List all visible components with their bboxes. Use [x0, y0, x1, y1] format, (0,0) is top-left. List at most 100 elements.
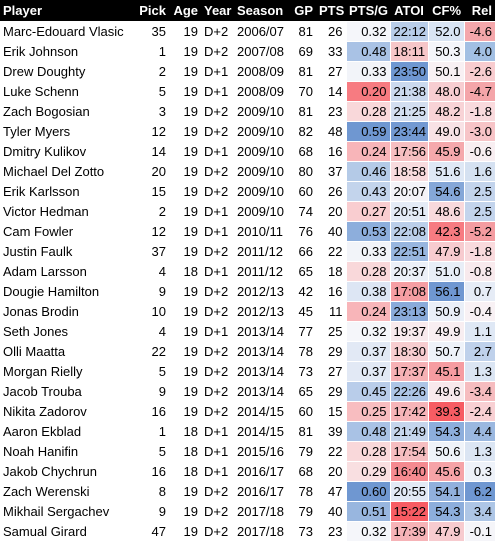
header-pick[interactable]: Pick — [135, 0, 169, 22]
table-row[interactable]: Marc-Edouard Vlasic 35 19 D+2 2006/07 81 26 0.3… — [0, 21, 495, 42]
cell-year: D+1 — [201, 261, 234, 282]
header-season[interactable]: Season — [234, 0, 289, 22]
table-row[interactable]: Luke Schenn 5 19 D+1 2008/09 70 14 0.20 21:38 48.… — [0, 81, 495, 102]
cell-cf-percent: 48.6 — [427, 201, 464, 222]
cell-cf-percent: 45.9 — [427, 141, 464, 162]
cell-gp: 74 — [289, 201, 316, 222]
table-row[interactable]: Aaron Ekblad 1 18 D+1 2014/15 81 39 0.48 21:49 54… — [0, 421, 495, 442]
cell-atoi: 15:22 — [389, 501, 428, 522]
cell-player: Seth Jones — [0, 321, 135, 342]
cell-rel: 1.1 — [463, 321, 495, 342]
cell-pick: 16 — [135, 401, 169, 422]
cell-season: 2013/14 — [234, 341, 289, 362]
cell-gp: 81 — [289, 21, 316, 42]
cell-gp: 78 — [289, 481, 316, 502]
table-row[interactable]: Justin Faulk 37 19 D+2 2011/12 66 22 0.33 22:51 4… — [0, 241, 495, 262]
header-pts-per-game[interactable]: PTS/G — [346, 0, 390, 22]
cell-year: D+2 — [201, 361, 234, 382]
table-row[interactable]: Cam Fowler 12 19 D+1 2010/11 76 40 0.53 22:08 42.… — [0, 221, 495, 242]
cell-cf-percent: 50.1 — [427, 61, 464, 82]
cell-age: 19 — [169, 61, 201, 82]
cell-atoi: 18:58 — [389, 161, 428, 182]
cell-year: D+2 — [201, 121, 234, 142]
cell-pick: 5 — [135, 441, 169, 462]
cell-year: D+2 — [201, 41, 234, 62]
cell-pts-per-game: 0.37 — [345, 341, 390, 362]
cell-year: D+2 — [201, 281, 234, 302]
cell-age: 18 — [169, 461, 201, 482]
cell-pts-per-game: 0.51 — [345, 501, 390, 522]
header-year[interactable]: Year — [201, 0, 234, 22]
cell-player: Erik Karlsson — [0, 181, 135, 202]
cell-player: Adam Larsson — [0, 261, 135, 282]
cell-gp: 65 — [289, 261, 316, 282]
table-row[interactable]: Jonas Brodin 10 19 D+2 2012/13 45 11 0.24 23:13 5… — [0, 301, 495, 322]
cell-atoi: 23:44 — [389, 121, 428, 142]
table-row[interactable]: Drew Doughty 2 19 D+1 2008/09 81 27 0.33 23:50 50… — [0, 61, 495, 82]
header-player[interactable]: Player — [0, 0, 135, 22]
table-row[interactable]: Jakob Chychrun 16 18 D+1 2016/17 68 20 0.29 16:4… — [0, 461, 495, 482]
cell-season: 2013/14 — [234, 381, 289, 402]
cell-pts: 29 — [316, 341, 346, 362]
cell-pick: 1 — [135, 41, 169, 62]
cell-season: 2017/18 — [234, 521, 289, 542]
table-row[interactable]: Noah Hanifin 5 18 D+1 2015/16 79 22 0.28 17:54 50… — [0, 441, 495, 462]
header-pts[interactable]: PTS — [316, 0, 346, 22]
cell-cf-percent: 54.1 — [427, 481, 464, 502]
table-row[interactable]: Dougie Hamilton 9 19 D+2 2012/13 42 16 0.38 17:0… — [0, 281, 495, 302]
cell-season: 2013/14 — [234, 361, 289, 382]
table-row[interactable]: Olli Maatta 22 19 D+2 2013/14 78 29 0.37 18:30 50… — [0, 341, 495, 362]
table-row[interactable]: Seth Jones 4 19 D+1 2013/14 77 25 0.32 19:37 49.9… — [0, 321, 495, 342]
cell-pts-per-game: 0.53 — [345, 221, 390, 242]
table-row[interactable]: Michael Del Zotto 20 19 D+2 2009/10 80 37 0.46 1… — [0, 161, 495, 182]
cell-rel: 2.5 — [463, 201, 495, 222]
cell-age: 19 — [169, 201, 201, 222]
table-row[interactable]: Mikhail Sergachev 9 19 D+2 2017/18 79 40 0.51 15… — [0, 501, 495, 522]
cell-year: D+2 — [201, 341, 234, 362]
header-atoi[interactable]: ATOI — [390, 0, 428, 22]
cell-atoi: 17:39 — [389, 521, 428, 542]
cell-pick: 4 — [135, 261, 169, 282]
cell-atoi: 22:26 — [389, 381, 428, 402]
cell-age: 18 — [169, 421, 201, 442]
table-row[interactable]: Victor Hedman 2 19 D+1 2009/10 74 20 0.27 20:51 4… — [0, 201, 495, 222]
cell-age: 19 — [169, 161, 201, 182]
cell-year: D+2 — [201, 381, 234, 402]
cell-atoi: 20:37 — [389, 261, 428, 282]
cell-cf-percent: 49.9 — [427, 321, 464, 342]
cell-gp: 77 — [289, 321, 316, 342]
cell-rel: 4.0 — [463, 41, 495, 62]
table-row[interactable]: Adam Larsson 4 18 D+1 2011/12 65 18 0.28 20:37 51… — [0, 261, 495, 282]
cell-pick: 35 — [135, 21, 169, 42]
table-row[interactable]: Tyler Myers 12 19 D+2 2009/10 82 48 0.59 23:44 49… — [0, 121, 495, 142]
cell-rel: 2.5 — [463, 181, 495, 202]
cell-pts: 39 — [316, 421, 346, 442]
header-gp[interactable]: GP — [289, 0, 316, 22]
table-row[interactable]: Zach Bogosian 3 19 D+2 2009/10 81 23 0.28 21:25 4… — [0, 101, 495, 122]
cell-year: D+2 — [201, 181, 234, 202]
table-row[interactable]: Nikita Zadorov 16 19 D+2 2014/15 60 15 0.25 17:4… — [0, 401, 495, 422]
cell-year: D+1 — [201, 141, 234, 162]
cell-atoi: 22:51 — [389, 241, 428, 262]
table-row[interactable]: Samual Girard 47 19 D+2 2017/18 73 23 0.32 17:39… — [0, 521, 495, 542]
cell-gp: 73 — [289, 521, 316, 542]
table-row[interactable]: Zach Werenski 8 19 D+2 2016/17 78 47 0.60 20:55 5… — [0, 481, 495, 502]
table-row[interactable]: Jacob Trouba 9 19 D+2 2013/14 65 29 0.45 22:26 49… — [0, 381, 495, 402]
cell-pts-per-game: 0.25 — [345, 401, 390, 422]
header-rel[interactable]: Rel — [464, 0, 495, 22]
table-row[interactable]: Morgan Rielly 5 19 D+2 2013/14 73 27 0.37 17:37 4… — [0, 361, 495, 382]
cell-pick: 9 — [135, 281, 169, 302]
cell-pick: 8 — [135, 481, 169, 502]
cell-pts-per-game: 0.28 — [345, 261, 390, 282]
cell-cf-percent: 54.3 — [427, 501, 464, 522]
cell-season: 2016/17 — [234, 481, 289, 502]
cell-cf-percent: 48.2 — [427, 101, 464, 122]
header-cf-percent[interactable]: CF% — [428, 0, 464, 22]
header-age[interactable]: Age — [169, 0, 201, 22]
cell-player: Zach Werenski — [0, 481, 135, 502]
cell-player: Luke Schenn — [0, 81, 135, 102]
table-row[interactable]: Erik Johnson 1 19 D+2 2007/08 69 33 0.48 18:11 50… — [0, 41, 495, 62]
cell-pick: 37 — [135, 241, 169, 262]
table-row[interactable]: Erik Karlsson 15 19 D+2 2009/10 60 26 0.43 20:07… — [0, 181, 495, 202]
table-row[interactable]: Dmitry Kulikov 14 19 D+1 2009/10 68 16 0.24 17:5… — [0, 141, 495, 162]
